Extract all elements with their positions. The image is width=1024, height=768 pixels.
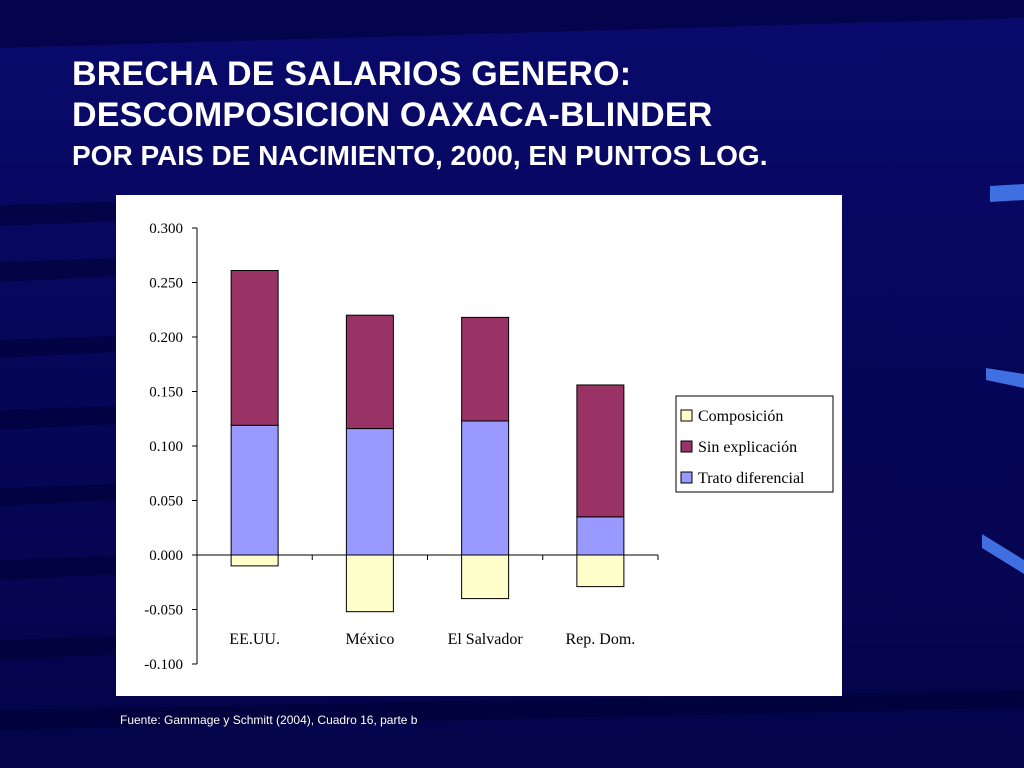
bar-sin-explicacion-0 [230, 270, 279, 426]
stacked-bar-chart: 0.300 0.250 0.200 0.150 0.100 0.050 0.000 -0.05… [144, 221, 834, 673]
bar-composicion-1 [345, 554, 394, 613]
x-category-label: Rep. Dom. [565, 631, 635, 648]
x-category-label: El Salvador [448, 631, 524, 648]
y-tick-label: 0.150 [149, 385, 183, 401]
source-note: Fuente: Gammage y Schmitt (2004), Cuadro… [120, 713, 418, 727]
slide-title-line-2: DESCOMPOSICION OAXACA-BLINDER [72, 96, 713, 134]
bar-trato-diferencial-0 [230, 424, 279, 556]
legend-box [675, 395, 834, 493]
chart-panel: 0.300 0.250 0.200 0.150 0.100 0.050 0.000 -0.05… [116, 195, 842, 696]
bar-sin-explicacion-1 [345, 314, 394, 430]
y-tick-label: -0.100 [144, 657, 183, 673]
slide-title-line-1: BRECHA DE SALARIOS GENERO: [72, 55, 632, 93]
bar-composicion-3 [576, 554, 625, 588]
y-tick-label: -0.050 [144, 603, 183, 619]
legend-swatch [680, 409, 693, 422]
slide-subtitle: POR PAIS DE NACIMIENTO, 2000, EN PUNTOS … [72, 140, 768, 171]
y-tick-label: 0.200 [149, 330, 183, 346]
legend-label: Sin explicación [698, 439, 797, 456]
y-tick-label: 0.100 [149, 439, 183, 455]
bar-sin-explicacion-3 [576, 384, 625, 518]
x-category-label: EE.UU. [229, 631, 280, 648]
bar-composicion-0 [230, 554, 279, 567]
y-tick-label: 0.000 [149, 548, 183, 564]
x-category-label: México [345, 631, 394, 648]
y-tick-label: 0.050 [149, 494, 183, 510]
legend-swatch [680, 471, 693, 484]
bar-trato-diferencial-1 [345, 428, 394, 556]
y-tick-label: 0.300 [149, 221, 183, 237]
legend-label: Composición [698, 408, 783, 425]
y-tick-label: 0.250 [149, 276, 183, 292]
legend-swatch [680, 440, 693, 453]
bar-trato-diferencial-3 [576, 516, 625, 556]
bar-composicion-2 [461, 554, 510, 600]
legend-label: Trato diferencial [698, 470, 805, 487]
bar-trato-diferencial-2 [461, 420, 510, 556]
bar-sin-explicacion-2 [461, 316, 510, 422]
